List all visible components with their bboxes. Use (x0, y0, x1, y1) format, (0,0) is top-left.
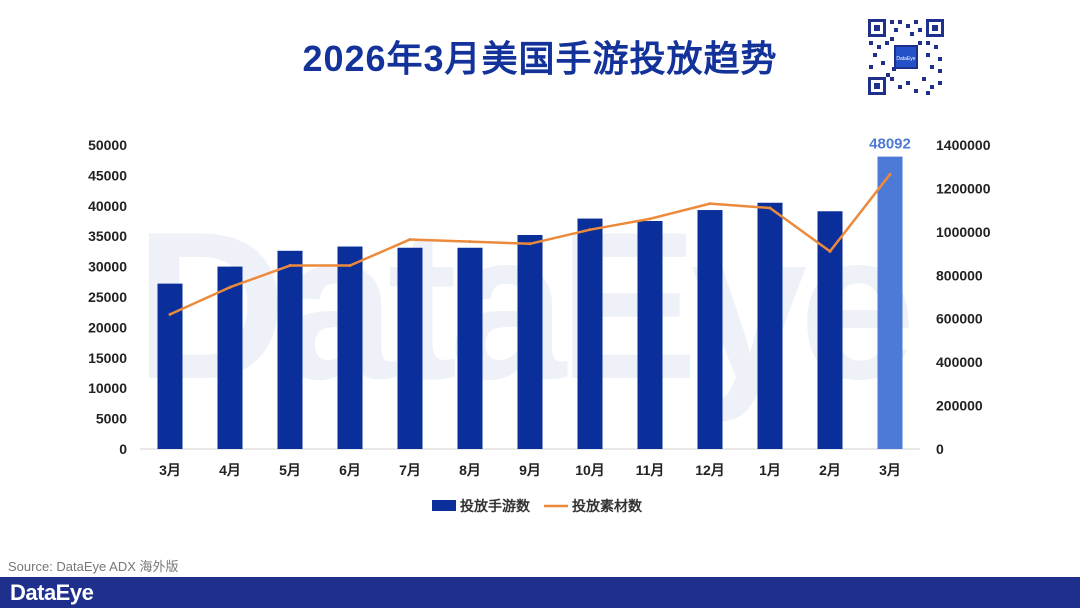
right-y-tick-label: 1000000 (936, 224, 991, 240)
bar (397, 247, 423, 449)
data-labels: 48092 (869, 136, 911, 153)
bar (157, 283, 183, 449)
x-tick-label: 6月 (339, 462, 361, 478)
left-y-tick-label: 10000 (88, 380, 127, 396)
x-tick-label: 5月 (279, 462, 301, 478)
bar (817, 211, 843, 449)
right-y-tick-label: 1400000 (936, 137, 991, 153)
line-point (228, 285, 232, 289)
left-y-tick-label: 15000 (88, 350, 127, 366)
left-y-tick-label: 20000 (88, 319, 127, 335)
line-point (768, 206, 772, 210)
left-y-tick-label: 0 (119, 441, 127, 457)
bar (337, 246, 363, 449)
left-y-tick-label: 30000 (88, 259, 127, 275)
line-point (888, 172, 892, 176)
left-y-tick-label: 40000 (88, 198, 127, 214)
footer-logo: DataEye (10, 580, 94, 605)
x-tick-label: 12月 (695, 462, 725, 478)
line-point (588, 228, 592, 232)
left-y-tick-label: 50000 (88, 137, 127, 153)
x-tick-label: 4月 (219, 462, 241, 478)
bar-series (157, 156, 903, 449)
right-y-tick-label: 600000 (936, 311, 983, 327)
right-y-tick-label: 200000 (936, 398, 983, 414)
qr-center-label: DataEye (896, 56, 915, 62)
x-tick-label: 3月 (879, 462, 901, 478)
bar (277, 250, 303, 449)
line-point (288, 264, 292, 268)
left-y-tick-label: 25000 (88, 289, 127, 305)
line-point (828, 249, 832, 253)
bar (697, 210, 723, 449)
x-tick-label: 9月 (519, 462, 541, 478)
qr-code-icon: DataEye (866, 17, 946, 97)
chart-title: 2026年3月美国手游投放趋势 (302, 38, 778, 79)
footer-bar: DataEye (0, 577, 1080, 608)
line-point (528, 242, 532, 246)
bar (217, 266, 243, 449)
line-series (168, 172, 892, 316)
bar (457, 247, 483, 449)
bar (757, 202, 783, 449)
line-point (168, 312, 172, 316)
line-point (348, 264, 352, 268)
line-point (708, 202, 712, 206)
bar (517, 234, 543, 449)
line-point (408, 237, 412, 241)
bar (577, 218, 603, 449)
x-tick-label: 3月 (159, 462, 181, 478)
right-y-tick-label: 1200000 (936, 180, 991, 196)
legend-line-label: 投放素材数 (572, 498, 643, 514)
x-tick-label: 10月 (575, 462, 605, 478)
legend-bar-label: 投放手游数 (460, 498, 531, 514)
right-y-tick-label: 0 (936, 441, 944, 457)
right-y-tick-label: 800000 (936, 267, 983, 283)
x-tick-label: 7月 (399, 462, 421, 478)
bar (637, 221, 663, 449)
x-tick-label: 8月 (459, 462, 481, 478)
x-tick-label: 2月 (819, 462, 841, 478)
left-y-tick-label: 35000 (88, 228, 127, 244)
legend: 投放手游数 投放素材数 (432, 498, 643, 514)
line-point (648, 217, 652, 221)
bar (877, 156, 903, 449)
line-point (468, 240, 472, 244)
x-axis: 3月 4月 5月 6月 7月 8月 9月 10月 11月 12月 1月 2月 3月 (159, 462, 901, 478)
right-y-tick-label: 400000 (936, 354, 983, 370)
left-y-tick-label: 5000 (96, 411, 127, 427)
left-y-tick-label: 45000 (88, 167, 127, 183)
legend-bar-swatch (432, 500, 456, 511)
x-tick-label: 11月 (636, 462, 665, 478)
source-note: Source: DataEye ADX 海外版 (8, 559, 179, 574)
data-label: 48092 (869, 136, 911, 153)
right-y-axis: 0 200000 400000 600000 800000 1000000 1200000 1… (936, 137, 991, 457)
left-y-axis: 0 5000 10000 15000 20000 25000 30000 35000 40000… (88, 137, 920, 457)
x-tick-label: 1月 (759, 462, 781, 478)
